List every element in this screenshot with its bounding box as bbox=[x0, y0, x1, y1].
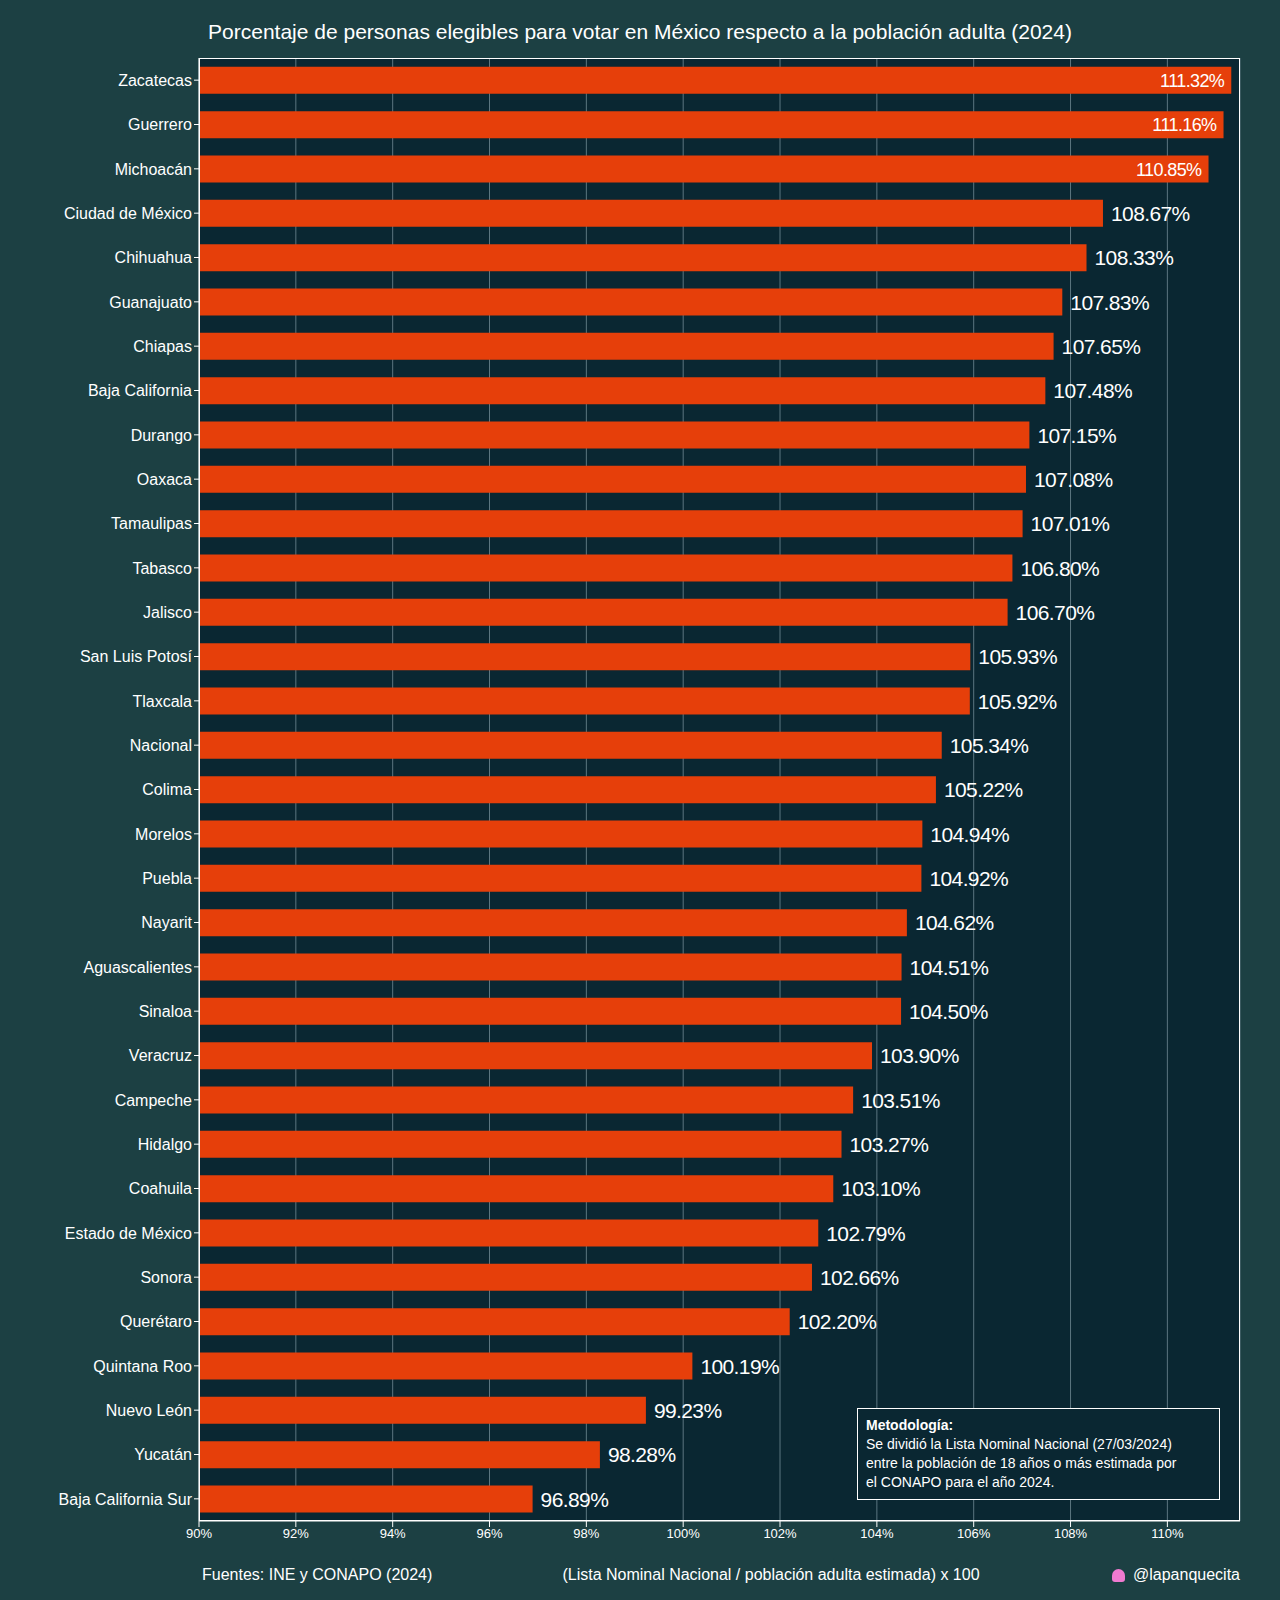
svg-text:Nacional: Nacional bbox=[130, 737, 192, 754]
svg-text:103.10%: 103.10% bbox=[841, 1177, 920, 1200]
svg-text:104.50%: 104.50% bbox=[909, 1000, 988, 1023]
svg-text:107.65%: 107.65% bbox=[1062, 335, 1141, 358]
svg-text:Jalisco: Jalisco bbox=[143, 604, 192, 621]
svg-text:94%: 94% bbox=[380, 1526, 406, 1541]
svg-text:90%: 90% bbox=[186, 1526, 212, 1541]
svg-text:108.67%: 108.67% bbox=[1111, 202, 1190, 225]
svg-text:111.32%: 111.32% bbox=[1160, 71, 1225, 91]
svg-text:105.22%: 105.22% bbox=[944, 778, 1023, 801]
svg-text:Chiapas: Chiapas bbox=[133, 338, 192, 355]
svg-text:107.01%: 107.01% bbox=[1031, 512, 1110, 535]
svg-text:103.27%: 103.27% bbox=[850, 1133, 929, 1156]
svg-text:104.62%: 104.62% bbox=[915, 911, 994, 934]
svg-text:Sinaloa: Sinaloa bbox=[139, 1003, 192, 1020]
svg-text:Coahuila: Coahuila bbox=[129, 1180, 192, 1197]
svg-text:Tabasco: Tabasco bbox=[132, 560, 192, 577]
svg-text:Guerrero: Guerrero bbox=[128, 116, 192, 133]
svg-text:Veracruz: Veracruz bbox=[129, 1047, 192, 1064]
html-text:Fuentes: INE y CONAPO (2024): Fuentes: INE y CONAPO (2024) bbox=[202, 1566, 433, 1583]
svg-text:108%: 108% bbox=[1054, 1526, 1088, 1541]
html-text:el CONAPO para el año 2024.: el CONAPO para el año 2024. bbox=[866, 1474, 1055, 1490]
svg-text:Colima: Colima bbox=[142, 781, 192, 798]
svg-text:Estado de México: Estado de México bbox=[65, 1225, 192, 1242]
svg-text:92%: 92% bbox=[283, 1526, 309, 1541]
svg-text:106.70%: 106.70% bbox=[1016, 601, 1095, 624]
svg-text:106.80%: 106.80% bbox=[1020, 557, 1099, 580]
svg-text:110%: 110% bbox=[1151, 1526, 1184, 1541]
html-text:@lapanquecita: @lapanquecita bbox=[1133, 1566, 1240, 1583]
svg-text:Campeche: Campeche bbox=[115, 1092, 192, 1109]
svg-text:107.48%: 107.48% bbox=[1053, 379, 1132, 402]
svg-text:Yucatán: Yucatán bbox=[134, 1446, 192, 1463]
svg-text:100%: 100% bbox=[667, 1526, 701, 1541]
svg-text:105.92%: 105.92% bbox=[978, 690, 1057, 713]
svg-text:102%: 102% bbox=[763, 1526, 797, 1541]
svg-text:Michoacán: Michoacán bbox=[115, 161, 192, 178]
svg-text:103.90%: 103.90% bbox=[880, 1044, 959, 1067]
svg-text:107.15%: 107.15% bbox=[1037, 424, 1116, 447]
svg-text:Durango: Durango bbox=[131, 427, 192, 444]
svg-text:Sonora: Sonora bbox=[140, 1269, 192, 1286]
svg-text:110.85%: 110.85% bbox=[1136, 160, 1202, 180]
html-text:Metodología:: Metodología: bbox=[866, 1417, 954, 1433]
svg-text:Tamaulipas: Tamaulipas bbox=[111, 515, 192, 532]
svg-text:Querétaro: Querétaro bbox=[120, 1313, 192, 1330]
svg-text:99.23%: 99.23% bbox=[654, 1399, 722, 1422]
svg-text:Baja California Sur: Baja California Sur bbox=[59, 1491, 193, 1508]
html-text:Porcentaje de personas elegibl: Porcentaje de personas elegibles para vo… bbox=[208, 20, 1072, 43]
svg-text:Chihuahua: Chihuahua bbox=[115, 249, 193, 266]
svg-text:Ciudad de México: Ciudad de México bbox=[64, 205, 192, 222]
svg-text:98.28%: 98.28% bbox=[608, 1443, 676, 1466]
html-text:Se dividió la Lista Nominal Na: Se dividió la Lista Nominal Nacional (27… bbox=[866, 1436, 1172, 1452]
svg-text:Morelos: Morelos bbox=[135, 826, 192, 843]
svg-text:102.79%: 102.79% bbox=[826, 1222, 905, 1245]
html-text:entre la población de 18 años: entre la población de 18 años o más esti… bbox=[866, 1455, 1177, 1471]
html-text:(Lista Nominal Nacional / pobl: (Lista Nominal Nacional / población adul… bbox=[562, 1566, 980, 1583]
svg-text:107.08%: 107.08% bbox=[1034, 468, 1113, 491]
svg-text:Puebla: Puebla bbox=[142, 870, 192, 887]
svg-text:102.66%: 102.66% bbox=[820, 1266, 899, 1289]
svg-text:96%: 96% bbox=[476, 1526, 502, 1541]
svg-text:Nuevo León: Nuevo León bbox=[106, 1402, 192, 1419]
svg-text:Tlaxcala: Tlaxcala bbox=[132, 693, 192, 710]
svg-text:103.51%: 103.51% bbox=[861, 1089, 940, 1112]
svg-text:Hidalgo: Hidalgo bbox=[138, 1136, 192, 1153]
svg-text:105.93%: 105.93% bbox=[978, 645, 1057, 668]
svg-text:104.51%: 104.51% bbox=[910, 956, 989, 979]
svg-text:104.92%: 104.92% bbox=[929, 867, 1008, 890]
svg-text:106%: 106% bbox=[957, 1526, 991, 1541]
svg-text:Nayarit: Nayarit bbox=[141, 914, 192, 931]
svg-text:San Luis Potosí: San Luis Potosí bbox=[80, 648, 193, 665]
svg-text:100.19%: 100.19% bbox=[700, 1355, 779, 1378]
svg-text:107.83%: 107.83% bbox=[1070, 291, 1149, 314]
svg-text:104.94%: 104.94% bbox=[930, 823, 1009, 846]
svg-text:Guanajuato: Guanajuato bbox=[109, 294, 192, 311]
svg-text:Baja California: Baja California bbox=[88, 382, 192, 399]
svg-text:98%: 98% bbox=[573, 1526, 599, 1541]
svg-text:105.34%: 105.34% bbox=[950, 734, 1029, 757]
svg-text:111.16%: 111.16% bbox=[1152, 115, 1217, 135]
svg-text:Aguascalientes: Aguascalientes bbox=[83, 959, 192, 976]
svg-text:96.89%: 96.89% bbox=[541, 1488, 609, 1511]
svg-text:Quintana Roo: Quintana Roo bbox=[93, 1358, 192, 1375]
svg-text:Zacatecas: Zacatecas bbox=[118, 72, 192, 89]
svg-text:102.20%: 102.20% bbox=[798, 1310, 877, 1333]
svg-text:Oaxaca: Oaxaca bbox=[137, 471, 192, 488]
svg-text:108.33%: 108.33% bbox=[1095, 246, 1174, 269]
svg-text:104%: 104% bbox=[860, 1526, 894, 1541]
